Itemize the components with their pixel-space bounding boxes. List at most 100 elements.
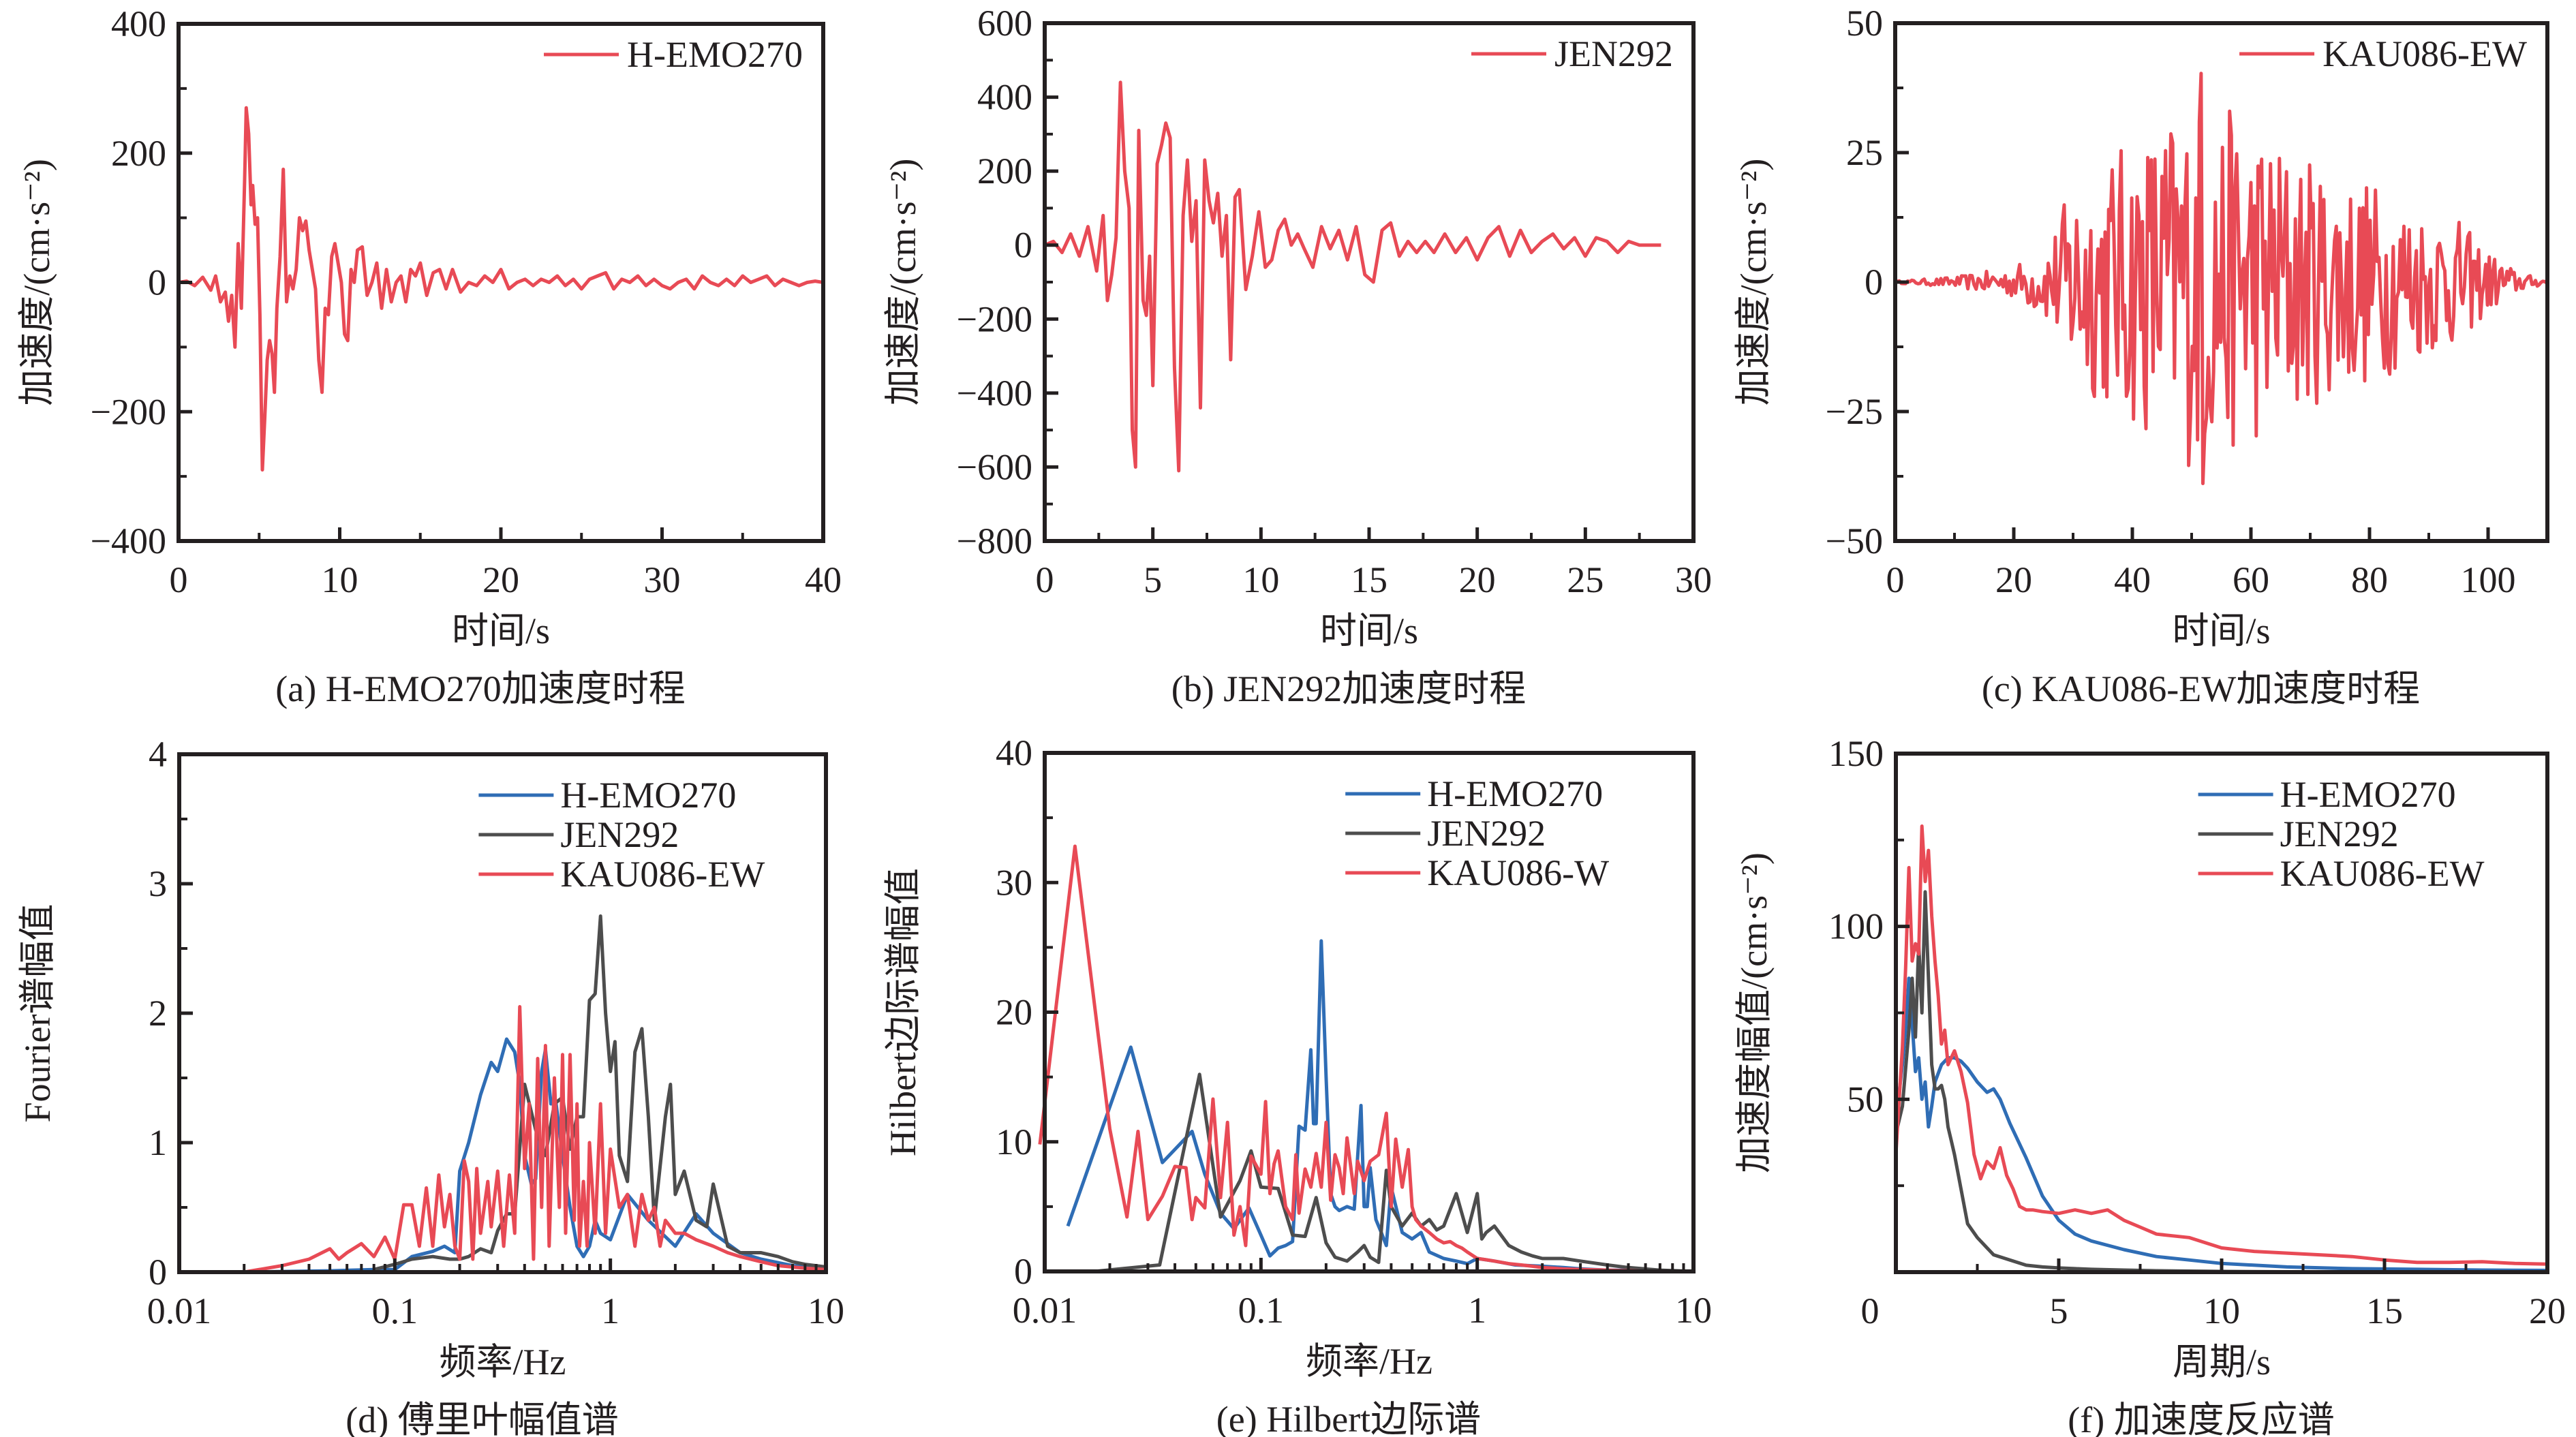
y-tick-label: −800 — [957, 521, 1032, 561]
x-tick-label: 10 — [808, 1291, 844, 1331]
legend-label: H-EMO270 — [2280, 774, 2456, 815]
x-tick-label: 15 — [2366, 1291, 2403, 1331]
legend-label: H-EMO270 — [560, 775, 736, 816]
series-line-kau086-ew — [1895, 72, 2547, 486]
series-group — [1895, 72, 2547, 486]
x-axis-label: 频率/Hz — [1306, 1341, 1432, 1382]
series-line-jen292 — [1896, 890, 2547, 1272]
y-tick-label: 50 — [1846, 3, 1883, 44]
y-tick-label: 1 — [149, 1122, 167, 1163]
y-tick-label: 3 — [149, 863, 167, 904]
series-line-kau086-ew — [179, 1005, 826, 1272]
chart-panel-b: 0 5 10 15 20 25 30 −800 −600 −400 −200 0 200 400 600 时间… — [883, 3, 1712, 709]
chart-panel-e: 0.01 0.1 1 10 0 10 20 30 40 频率/Hz Hilbert边际谱幅值 (e) … — [883, 732, 1712, 1437]
y-tick-label: 0 — [1865, 262, 1883, 303]
y-tick-label: 4 — [149, 734, 167, 775]
y-tick-label: 0 — [1014, 1251, 1032, 1292]
series-line-kau086-w — [1038, 844, 1693, 1273]
x-tick-label: 80 — [2351, 559, 2388, 600]
x-tick-label: 40 — [2114, 559, 2151, 600]
x-axis-label: 频率/Hz — [440, 1342, 566, 1382]
x-tick-label: 30 — [644, 559, 681, 600]
y-tick-label: 400 — [111, 3, 166, 44]
legend-label: KAU086-W — [1427, 852, 1609, 893]
x-axis-label: 时间/s — [452, 611, 550, 651]
series-line-kau086-ew — [1896, 824, 2547, 1266]
x-tick-label: 0.01 — [1013, 1290, 1077, 1331]
x-tick-label: 0 — [1886, 559, 1905, 600]
panel-caption: (e) Hilbert边际谱 — [1216, 1399, 1481, 1437]
y-tick-label: 0 — [1014, 225, 1032, 266]
x-tick-label: 20 — [1459, 559, 1496, 600]
x-tick-label: 100 — [2461, 559, 2516, 600]
plot-frame — [1894, 752, 2549, 1274]
y-tick-label: −400 — [91, 521, 166, 561]
x-tick-label: 30 — [1675, 559, 1712, 600]
x-tick-label: 0.1 — [372, 1291, 418, 1331]
legend-label: JEN292 — [1554, 33, 1673, 74]
legend-label: H-EMO270 — [627, 34, 803, 75]
y-axis-label: 加速度/(cm·s⁻²) — [1733, 159, 1774, 406]
y-tick-label: 30 — [996, 862, 1032, 903]
panel-caption: (a) H-EMO270加速度时程 — [275, 668, 685, 709]
legend: KAU086-EW — [2239, 33, 2527, 74]
series-line-h-emo270 — [179, 106, 823, 472]
series-line-jen292 — [1045, 80, 1661, 473]
y-tick-label: −200 — [957, 298, 1032, 339]
x-tick-label: 60 — [2233, 559, 2269, 600]
x-axis-label: 时间/s — [2172, 611, 2270, 651]
y-tick-label: 20 — [996, 992, 1032, 1033]
legend: JEN292 — [1471, 33, 1673, 74]
legend-label: JEN292 — [1427, 813, 1546, 854]
x-tick-label: 20 — [1995, 559, 2032, 600]
series-group — [1038, 844, 1694, 1273]
y-tick-label: 50 — [1847, 1079, 1884, 1119]
series-line-h-emo270 — [1896, 976, 2547, 1272]
legend-label: H-EMO270 — [1427, 773, 1603, 814]
y-tick-label: 600 — [977, 3, 1032, 44]
x-tick-label: 20 — [2529, 1291, 2566, 1331]
legend-label: KAU086-EW — [560, 854, 765, 895]
y-axis-label: 加速度幅值/(cm·s⁻²) — [1734, 852, 1775, 1173]
y-tick-label: −200 — [91, 391, 166, 432]
legend: H-EMO270 — [544, 34, 803, 75]
series-group — [1896, 824, 2547, 1272]
y-tick-label: 200 — [111, 133, 166, 174]
series-group — [1045, 80, 1661, 473]
y-tick-label: 400 — [977, 77, 1032, 118]
y-tick-label: −400 — [957, 373, 1032, 414]
x-tick-label: 20 — [482, 559, 519, 600]
y-axis-label: Fourier谱幅值 — [17, 904, 58, 1123]
legend-label: KAU086-EW — [2322, 33, 2527, 74]
x-tick-label: 10 — [1242, 559, 1279, 600]
y-axis-label: 加速度/(cm·s⁻²) — [883, 159, 923, 406]
x-tick-label: 10 — [1675, 1290, 1712, 1331]
x-tick-label: 0 — [1036, 559, 1054, 600]
x-tick-label: 25 — [1567, 559, 1604, 600]
chart-panel-f: 0 5 10 15 20 50 100 150 周期/s 加速度幅值/(cm·s⁻²) (f) 加速… — [1734, 733, 2566, 1437]
chart-panel-c: 0 20 40 60 80 100 −50 −25 0 25 50 时间/s 加速度/(cm·s⁻²) (… — [1733, 3, 2549, 709]
x-tick-label: 0.1 — [1238, 1290, 1285, 1331]
x-tick-label: 15 — [1351, 559, 1387, 600]
x-tick-label: 10 — [2203, 1291, 2240, 1331]
y-tick-label: −600 — [957, 446, 1032, 487]
series-line-jen292 — [1094, 1072, 1694, 1273]
x-tick-label: 0.01 — [147, 1291, 212, 1331]
x-tick-label: 5 — [2050, 1291, 2068, 1331]
panel-caption: (c) KAU086-EW加速度时程 — [1982, 668, 2420, 709]
series-group — [179, 106, 823, 472]
y-tick-label: 10 — [996, 1122, 1032, 1162]
chart-panel-a: 0 10 20 30 40 −400 −200 0 200 400 时间/s 加速度/(cm·s⁻²)… — [16, 3, 842, 709]
x-axis-label: 周期/s — [2173, 1342, 2271, 1382]
panel-caption: (f) 加速度反应谱 — [2068, 1400, 2334, 1437]
x-tick-label: 10 — [322, 559, 358, 600]
x-tick-label: 1 — [1468, 1290, 1486, 1331]
x-tick-label: 40 — [805, 559, 842, 600]
y-tick-label: 200 — [977, 151, 1032, 191]
y-tick-label: 0 — [148, 262, 166, 303]
series-line-jen292 — [373, 914, 826, 1271]
x-tick-label: 0 — [170, 559, 188, 600]
